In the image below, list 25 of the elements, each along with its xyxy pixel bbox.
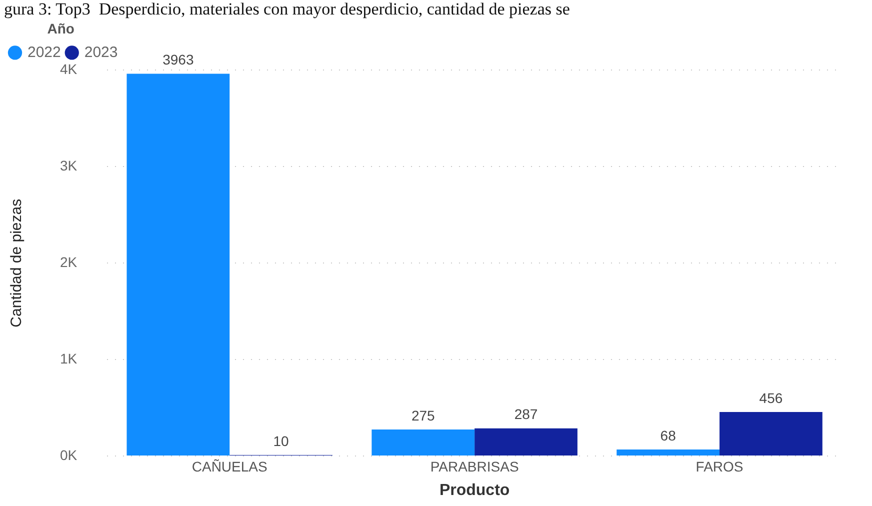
x-tick-label: FAROS	[696, 458, 744, 474]
data-label: 287	[514, 406, 538, 422]
y-tick-label: 4K	[60, 61, 78, 78]
chart-title: gura 3: Top3 Desperdicio, materiales con mayor desperdicio, cantidad de piezas se	[4, 0, 570, 19]
legend-label: 2023	[84, 44, 118, 61]
x-tick-label: CAÑUELAS	[192, 458, 268, 474]
legend-title: Año	[47, 20, 74, 36]
data-label: 10	[273, 432, 290, 449]
y-tick-label: 3K	[60, 158, 78, 174]
y-tick-label: 0K	[60, 446, 78, 463]
bar	[126, 74, 230, 456]
bar	[372, 429, 475, 456]
data-label: 68	[660, 427, 676, 444]
y-axis-title: Cantidad de piezas	[8, 198, 26, 328]
x-tick-label: PARABRISAS	[430, 458, 519, 474]
bar	[720, 412, 822, 456]
bar	[474, 428, 578, 456]
x-axis-title: Producto	[439, 482, 510, 499]
data-label: 456	[759, 390, 783, 406]
legend-label: 2022	[28, 44, 61, 61]
y-tick-label: 1K	[60, 350, 78, 366]
y-tick-label: 2K	[60, 254, 78, 270]
data-label: 275	[411, 407, 436, 424]
bar	[616, 449, 720, 456]
data-label: 3963	[162, 52, 194, 68]
